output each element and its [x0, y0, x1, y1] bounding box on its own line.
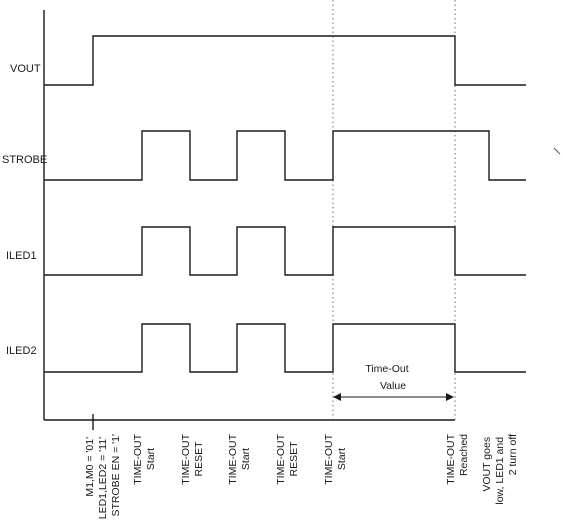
event-label-timeout-start-2-line1: TIME-OUT	[227, 433, 239, 484]
event-label-timeout-start-3-line2: Start	[336, 448, 348, 470]
event-label-config-line3: STROBE EN = '1'	[110, 434, 122, 517]
event-label-timeout-start-2: TIME-OUT	[227, 433, 239, 484]
stray-mark	[553, 147, 561, 155]
event-label-timeout-reset-1-sub: RESET	[193, 441, 205, 477]
event-label-timeout-reset-2-line1: TIME-OUT	[275, 433, 287, 484]
event-label-timeout-reset-1: TIME-OUT	[180, 433, 192, 484]
event-label-timeout-reset-1-line1: TIME-OUT	[180, 433, 192, 484]
event-label-timeout-start-1-line1: TIME-OUT	[132, 433, 144, 484]
event-label-config: M1,M0 = '01' LED1,LED2 = '11' STROBE EN …	[84, 434, 122, 519]
timeout-value-label-line2: Value	[380, 380, 406, 392]
signal-label-vout: VOUT	[10, 63, 41, 75]
event-label-timeout-reached-sub: Reached	[458, 434, 470, 476]
event-label-vout-low: VOUT goes low, LED1 and 2 turn off	[481, 434, 519, 505]
event-label-vout-low-line2: low, LED1 and	[494, 437, 506, 505]
event-label-timeout-start-1: TIME-OUT	[132, 433, 144, 484]
event-label-timeout-start-1-sub: Start	[145, 448, 157, 470]
event-label-timeout-reached-line1: TIME-OUT	[445, 433, 457, 484]
event-label-config-line1: M1,M0 = '01'	[84, 437, 96, 497]
iled1-waveform	[44, 226, 526, 276]
event-label-vout-low-line3: 2 turn off	[507, 434, 519, 475]
event-label-config-line2: LED1,LED2 = '11'	[97, 437, 109, 519]
event-label-timeout-reset-1-line2: RESET	[193, 441, 205, 477]
strobe-waveform	[44, 130, 526, 181]
event-label-vout-low-line1: VOUT goes	[481, 437, 493, 492]
event-label-timeout-start-3-line1: TIME-OUT	[323, 433, 335, 484]
event-label-timeout-start-2-line2: Start	[240, 448, 252, 470]
event-label-timeout-start-3: TIME-OUT	[323, 433, 335, 484]
event-label-timeout-start-1-line2: Start	[145, 448, 157, 470]
signal-label-iled2: ILED2	[6, 345, 37, 357]
signal-label-iled1: ILED1	[6, 250, 37, 262]
event-label-timeout-reached: TIME-OUT	[445, 433, 457, 484]
event-label-timeout-reached-line2: Reached	[458, 434, 470, 476]
event-label-timeout-reset-2: TIME-OUT	[275, 433, 287, 484]
event-label-timeout-start-3-sub: Start	[336, 448, 348, 470]
timeout-value-label-line1: Time-Out	[365, 363, 408, 375]
event-label-timeout-reset-2-line2: RESET	[288, 441, 300, 477]
vout-waveform	[44, 35, 526, 86]
event-label-timeout-reset-2-sub: RESET	[288, 441, 300, 477]
iled2-waveform	[44, 323, 526, 373]
event-label-timeout-start-2-sub: Start	[240, 448, 252, 470]
signal-label-strobe: STROBE	[2, 154, 47, 166]
